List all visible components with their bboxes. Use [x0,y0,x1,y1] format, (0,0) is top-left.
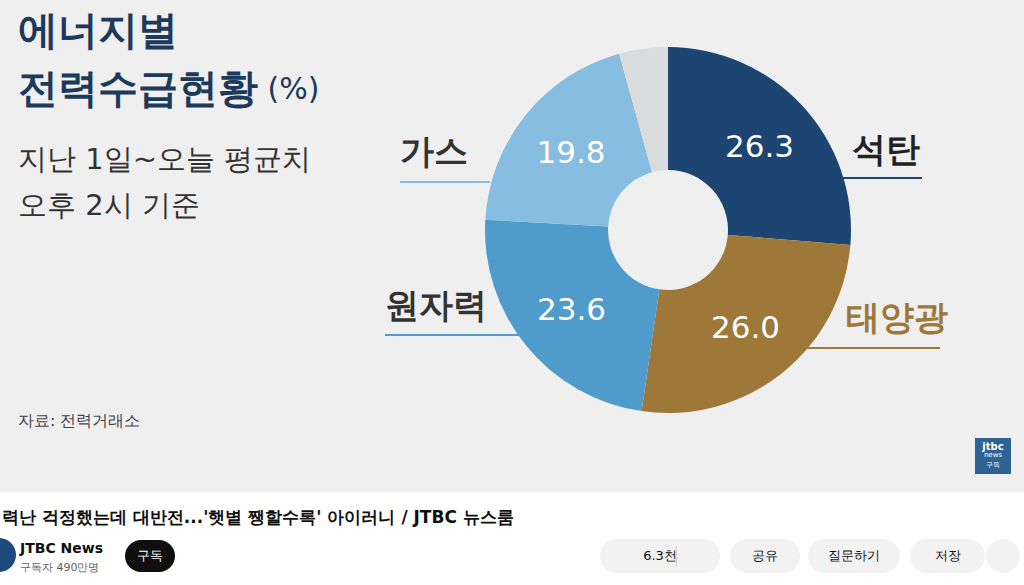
svg-text:23.6: 23.6 [537,291,606,327]
html-text:구독: 구독 [137,548,163,563]
html-text:JTBC News: JTBC News [20,540,104,556]
svg-text:news: news [984,451,1002,459]
svg-text:26.3: 26.3 [725,128,794,164]
html-text:공유: 공유 [752,548,778,563]
svg-text:전력수급현황: 전력수급현황 [18,65,258,111]
svg-text:(%): (%) [258,71,319,106]
svg-text:태양광: 태양광 [846,297,948,337]
svg-text:석탄: 석탄 [852,129,920,169]
svg-text:자료: 전력거래소: 자료: 전력거래소 [18,411,140,430]
html-text:저장: 저장 [934,548,961,563]
svg-text:26.0: 26.0 [711,309,780,345]
svg-text:가스: 가스 [400,131,468,171]
svg-text:오후 2시 기준: 오후 2시 기준 [18,188,200,222]
html-text:6.3천: 6.3천 [643,548,677,563]
html-text:질문하기: 질문하기 [828,548,880,563]
svg-text:19.8: 19.8 [537,134,606,170]
svg-text:원자력: 원자력 [385,285,487,325]
svg-text:jtbc: jtbc [982,440,1004,452]
html-text:구독자 490만명: 구독자 490만명 [20,561,100,574]
svg-text:에너지별: 에너지별 [18,7,178,53]
svg-text:지난 1일~오늘 평균치: 지난 1일~오늘 평균치 [18,142,311,176]
html-text:력난 걱정했는데 대반전...'햇볕 쨍할수록' 아이러니: 력난 걱정했는데 대반전...'햇볕 쨍할수록' 아이러니 / JTBC 뉴스룸 [2,507,514,527]
svg-text:구독: 구독 [986,461,1000,469]
